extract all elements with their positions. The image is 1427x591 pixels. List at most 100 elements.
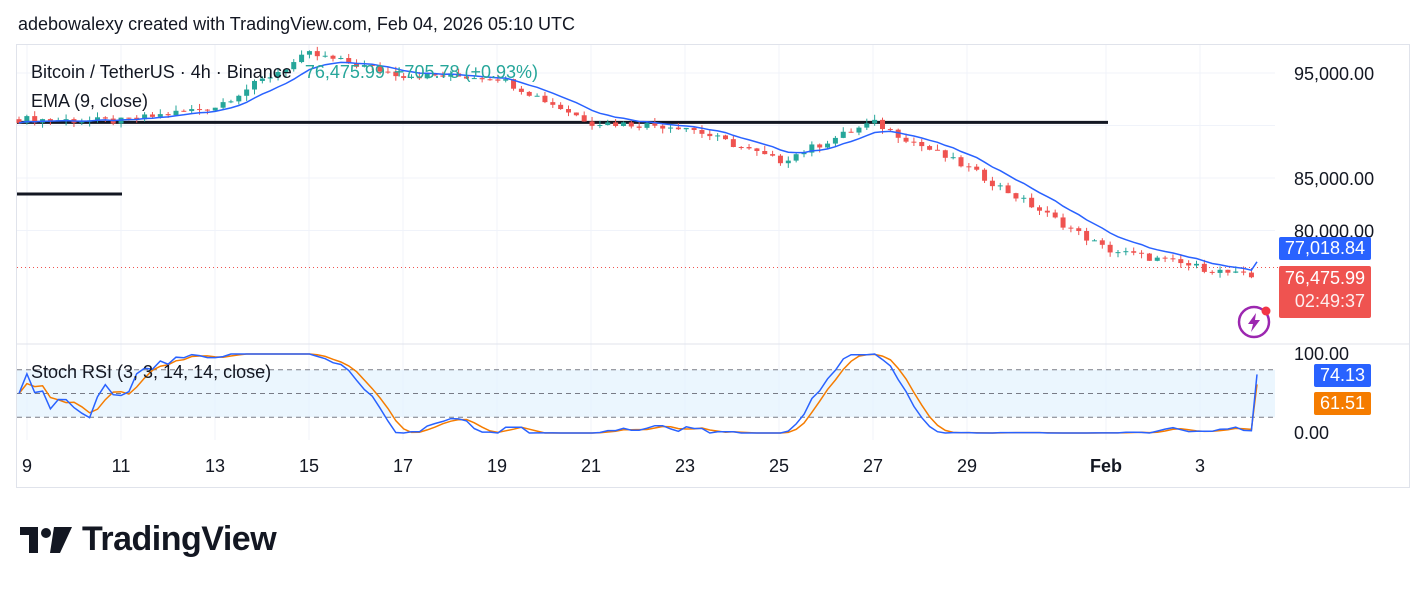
candle-body	[181, 110, 187, 112]
candle-body	[291, 62, 297, 70]
candle-body	[738, 147, 744, 149]
candle-body	[573, 112, 579, 116]
candle-body	[605, 122, 611, 126]
candle-body	[628, 122, 634, 127]
legend-ema: EMA (9, close)	[31, 91, 149, 111]
x-tick-label: 19	[487, 456, 507, 476]
stoch-k-badge: 74.13	[1313, 364, 1371, 387]
candle-body	[864, 123, 870, 128]
candle-body	[385, 71, 391, 73]
candle-body	[306, 51, 312, 55]
candle-body	[1225, 269, 1231, 273]
candle-body	[1123, 251, 1129, 253]
candle-body	[597, 125, 603, 127]
candle-body	[1209, 271, 1215, 273]
candle-body	[1201, 263, 1207, 272]
candle-body	[518, 88, 524, 92]
candle-body	[1076, 228, 1082, 232]
candle-body	[1013, 193, 1019, 199]
candle-body	[24, 116, 30, 123]
candle-body	[511, 79, 517, 89]
candle-body	[228, 101, 234, 103]
candle-body	[1060, 217, 1066, 228]
candle-body	[338, 58, 344, 60]
candle-body	[126, 117, 132, 119]
candle-body	[165, 114, 171, 116]
candle-body	[730, 139, 736, 148]
candle-body	[377, 66, 383, 72]
candle-body	[346, 58, 352, 64]
ema-badge: 77,018.84	[1278, 237, 1371, 260]
candle-body	[142, 114, 148, 120]
candle-body	[723, 135, 728, 140]
stoch-k-line	[18, 353, 1258, 434]
candle-body	[872, 119, 878, 124]
legend-symbol: Bitcoin / TetherUS · 4h · Binance	[31, 62, 292, 82]
candle-body	[1178, 259, 1184, 264]
logo-wordmark: TradingView	[82, 520, 277, 558]
candle-body	[715, 135, 721, 137]
candle-body	[958, 157, 964, 167]
price-layer	[17, 120, 1278, 269]
candle-body	[79, 121, 85, 123]
candle-body	[259, 78, 265, 81]
candle-body	[173, 110, 179, 116]
candle-body	[1170, 258, 1176, 260]
candle-body	[1139, 252, 1145, 254]
candle-body	[675, 127, 681, 130]
stoch-d-badge: 61.51	[1313, 392, 1371, 415]
candle-body	[1084, 231, 1090, 241]
axis-labels: 9 11 13 15 17 19 21 23 25 27 29 Feb 3 95,000.00 85,000…	[22, 64, 1374, 476]
candle-body	[416, 76, 422, 79]
candle-body	[903, 137, 909, 142]
candle-body	[534, 95, 540, 97]
candle-body	[566, 109, 571, 113]
chart-frame[interactable]	[16, 44, 1410, 488]
candle-body	[934, 149, 940, 151]
candle-body	[220, 102, 226, 108]
candle-body	[330, 55, 336, 59]
x-tick-label: 21	[581, 456, 601, 476]
candle-body	[809, 144, 815, 153]
candle-body	[1248, 272, 1254, 278]
candle-body	[134, 117, 140, 120]
candle-body	[1162, 257, 1168, 259]
candle-body	[1005, 185, 1011, 194]
candle-body	[487, 79, 493, 81]
candle-body	[660, 125, 666, 129]
x-tick-label: 29	[957, 456, 977, 476]
candle-body	[942, 150, 948, 158]
candle-body	[95, 117, 100, 121]
candle-body	[668, 127, 674, 129]
candle-body	[785, 160, 791, 164]
ema-line	[18, 61, 1258, 272]
candle-body	[32, 116, 38, 123]
candle-body	[644, 123, 650, 128]
candle-body	[919, 141, 925, 147]
candle-body	[1233, 271, 1239, 273]
stoch-rsi-pane	[17, 353, 1275, 434]
candle-body	[275, 71, 281, 78]
candle-body	[801, 152, 807, 155]
lightning-alert-icon[interactable]	[1237, 305, 1271, 339]
candle-body	[777, 155, 783, 164]
candle-body	[974, 166, 980, 170]
candle-body	[479, 78, 485, 80]
candle-body	[636, 126, 642, 128]
y-tick-label: 95,000.00	[1294, 64, 1374, 84]
x-tick-label: 9	[22, 456, 32, 476]
candle-body	[393, 71, 399, 77]
legend-price: 76,475.99	[304, 62, 385, 82]
candle-body	[189, 109, 195, 112]
stoch-y-tick-label: 100.00	[1294, 344, 1349, 364]
x-tick-label: 23	[675, 456, 695, 476]
tradingview-logo-icon	[20, 526, 72, 553]
candle-body	[848, 131, 854, 133]
candles-layer	[16, 46, 1258, 279]
legend-main: Bitcoin / TetherUS · 4h · Binance 76,475…	[31, 62, 538, 83]
candle-body	[683, 127, 689, 130]
y-tick-label: 80,000.00	[1294, 222, 1374, 242]
candle-body	[369, 65, 375, 67]
candle-body	[1068, 227, 1074, 229]
